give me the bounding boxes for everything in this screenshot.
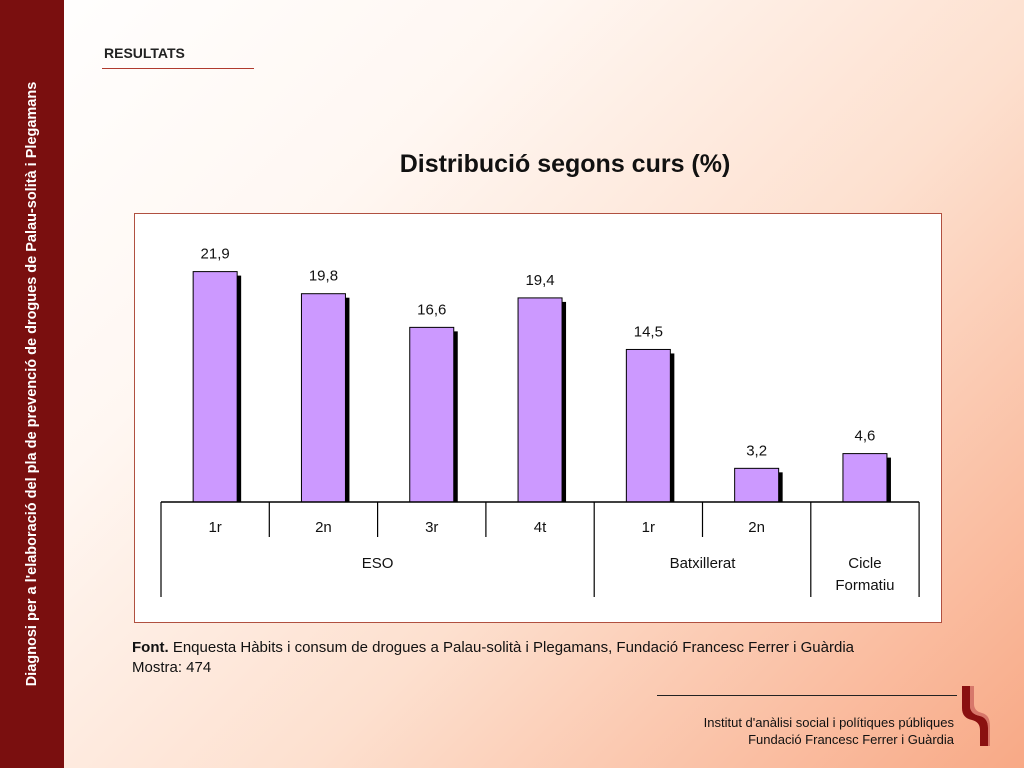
group-label: Formatiu xyxy=(835,577,894,594)
bar xyxy=(409,326,455,503)
section-label: RESULTATS xyxy=(104,45,185,61)
footer-divider xyxy=(657,695,957,696)
group-label: Cicle xyxy=(848,555,881,572)
footer-credits: Institut d'anàlisi social i polítiques p… xyxy=(704,714,954,748)
data-label: 21,9 xyxy=(201,246,230,263)
category-label: 1r xyxy=(642,519,655,536)
category-label: 3r xyxy=(425,519,438,536)
source-label: Font. xyxy=(132,639,169,656)
chart-frame: 21,9 19,8 16,6 19,4 14,5 3,2 4,6 1r 2n 3r 4t 1r 2n ES… xyxy=(134,213,942,623)
footer-line-1: Institut d'anàlisi social i polítiques p… xyxy=(703,715,954,730)
page-title: Distribució segons curs (%) xyxy=(399,150,731,178)
source-text: Enquesta Hàbits i consum de drogues a Pa… xyxy=(172,639,855,656)
data-label: 14,5 xyxy=(634,323,663,340)
group-label: Batxillerat xyxy=(670,555,737,572)
institution-logo-icon xyxy=(962,686,990,746)
data-label: 19,4 xyxy=(525,272,554,289)
category-label: 2n xyxy=(748,519,765,536)
footnote: Font. Enquesta Hàbits i consum de drogue… xyxy=(132,638,854,678)
bar xyxy=(842,453,888,503)
data-label: 4,6 xyxy=(855,428,876,445)
category-label: 2n xyxy=(315,519,332,536)
category-label: 4t xyxy=(534,519,547,536)
data-label: 19,8 xyxy=(309,268,338,285)
bar xyxy=(734,467,780,503)
sample-size: Mostra: 474 xyxy=(132,659,212,676)
bar xyxy=(192,271,238,503)
bar xyxy=(625,348,671,503)
bar xyxy=(517,297,563,503)
bar xyxy=(300,293,346,503)
sidebar-band: Diagnosi per a l'elaboració del pla de p… xyxy=(0,0,64,768)
bar-chart: 21,9 19,8 16,6 19,4 14,5 3,2 4,6 1r 2n 3r 4t 1r 2n ES… xyxy=(160,246,920,597)
section-underline xyxy=(102,68,254,69)
category-label: 1r xyxy=(208,519,221,536)
data-label: 3,2 xyxy=(746,442,767,459)
footer-line-2: Fundació Francesc Ferrer i Guàrdia xyxy=(748,732,954,747)
source-line: Font. Enquesta Hàbits i consum de drogue… xyxy=(132,638,854,658)
group-label: ESO xyxy=(362,555,394,572)
data-label: 16,6 xyxy=(417,301,446,318)
